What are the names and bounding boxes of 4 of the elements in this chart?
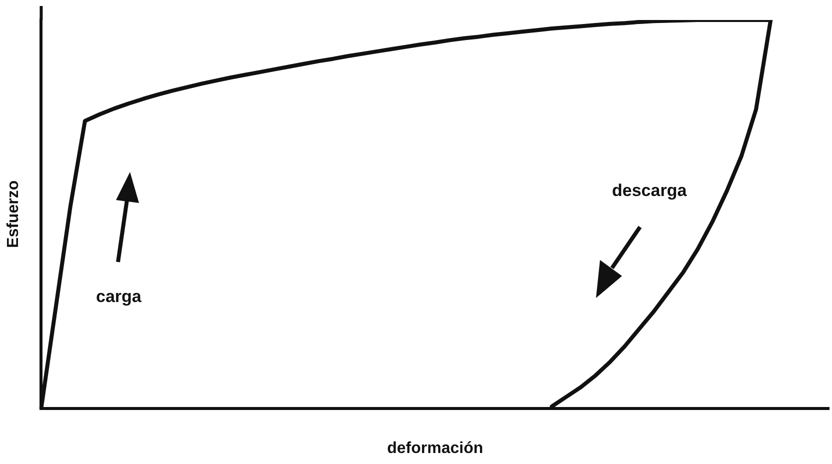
y-axis-title: Esfuerzo: [5, 180, 22, 248]
annotation: carga: [96, 287, 142, 307]
annotation: descarga: [612, 181, 687, 201]
x-axis-title: deformación: [387, 440, 484, 457]
